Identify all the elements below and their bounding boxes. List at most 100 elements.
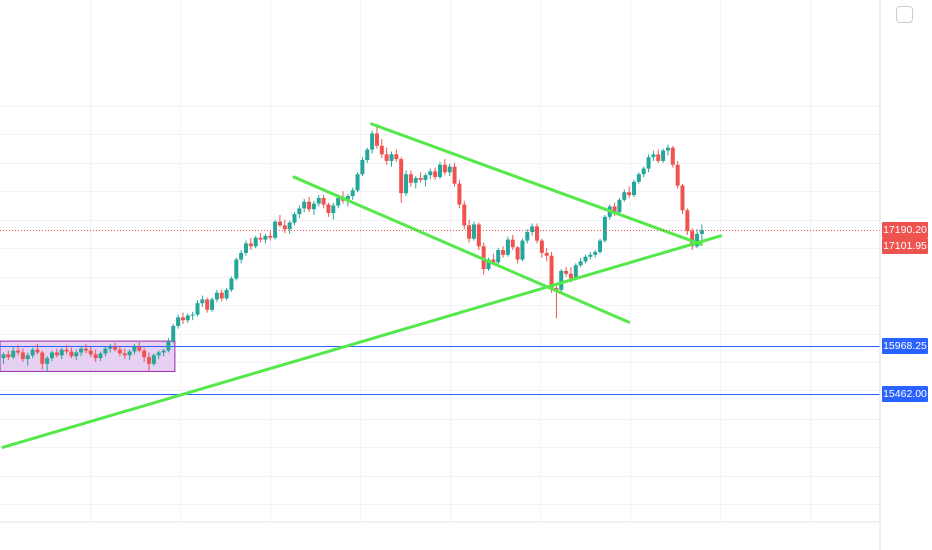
candle-body: [127, 351, 132, 356]
candle-body: [544, 252, 549, 256]
candle: [307, 196, 312, 213]
candle-body: [467, 225, 472, 239]
candle-body: [539, 240, 544, 253]
candle: [16, 344, 21, 356]
candle-body: [166, 341, 171, 351]
candle: [79, 345, 84, 357]
candle: [200, 295, 205, 307]
candle-body: [50, 352, 54, 359]
candle-body: [379, 145, 384, 155]
candle-body: [617, 199, 622, 213]
candle-body: [583, 256, 588, 262]
candle-body: [190, 314, 195, 316]
candle: [535, 223, 539, 244]
candle-body: [176, 317, 181, 326]
candle-body: [224, 289, 229, 299]
candle: [544, 248, 549, 262]
candle-body: [433, 171, 438, 178]
candle-body: [515, 247, 520, 260]
candle-body: [374, 133, 379, 146]
candle-body: [360, 159, 365, 175]
candle-body: [491, 259, 496, 263]
candle-body: [297, 208, 302, 215]
candle-body: [336, 197, 341, 206]
candle-body: [263, 235, 268, 240]
candle-body: [292, 214, 297, 223]
candle: [418, 172, 423, 183]
candle: [515, 246, 520, 264]
candle: [593, 250, 598, 258]
candle-body: [200, 299, 205, 304]
candle-body: [413, 178, 418, 183]
candle-body: [656, 154, 661, 161]
candle: [210, 297, 215, 312]
candle: [423, 173, 428, 187]
candle: [98, 351, 103, 362]
candle-body: [520, 240, 525, 260]
trendline-channel-lower: [292, 175, 631, 324]
candle: [370, 130, 375, 154]
candle: [258, 233, 263, 243]
candle: [253, 235, 258, 249]
candle-body: [476, 224, 481, 247]
candle-body: [258, 237, 263, 240]
candle: [263, 233, 268, 244]
candle-body: [20, 352, 25, 360]
candle: [268, 231, 273, 241]
candle: [93, 349, 98, 362]
candle: [176, 314, 181, 329]
candle: [583, 254, 588, 264]
candle: [127, 349, 132, 361]
candle-body: [505, 239, 510, 255]
candle-body: [113, 346, 118, 350]
candle-body: [394, 154, 399, 160]
candle: [311, 200, 316, 215]
candle-body: [670, 147, 675, 165]
candle-body: [549, 255, 554, 288]
candle-body: [457, 183, 462, 205]
candle: [321, 195, 326, 209]
candle-body: [195, 303, 200, 315]
candle: [632, 179, 636, 197]
trendlines-layer: [1, 122, 723, 449]
candle-body: [573, 265, 578, 279]
candle-body: [316, 197, 321, 204]
current-price-label: 17101.95: [882, 238, 928, 255]
candle: [408, 170, 413, 187]
candle: [1, 352, 6, 364]
candle: [11, 346, 16, 360]
candle-body: [171, 325, 176, 342]
candle: [680, 183, 685, 215]
candle-body: [205, 299, 210, 310]
candle: [457, 179, 462, 209]
hline-label-lower: 15462.00: [882, 386, 928, 402]
candle-body: [632, 181, 636, 196]
candle: [35, 343, 40, 355]
candle: [50, 350, 54, 362]
trendline-rising-support: [1, 234, 723, 449]
candle-body: [365, 149, 370, 160]
candle: [248, 237, 253, 251]
candle: [442, 159, 447, 176]
candle-body: [636, 174, 641, 182]
object-tree-button[interactable]: [896, 6, 913, 23]
candle: [496, 248, 501, 265]
candle: [539, 238, 544, 258]
candle: [137, 342, 142, 353]
candle-body: [593, 251, 598, 255]
candle-body: [239, 252, 244, 260]
candle: [142, 347, 147, 362]
candle: [598, 238, 603, 254]
candle: [214, 289, 219, 303]
candle-body: [675, 164, 680, 186]
candle: [646, 154, 651, 173]
candle: [559, 269, 564, 292]
candle-body: [74, 352, 79, 357]
candle: [234, 257, 239, 281]
candle-body: [559, 270, 564, 290]
candle: [690, 228, 695, 251]
candle: [219, 289, 224, 302]
candle-body: [273, 221, 278, 238]
